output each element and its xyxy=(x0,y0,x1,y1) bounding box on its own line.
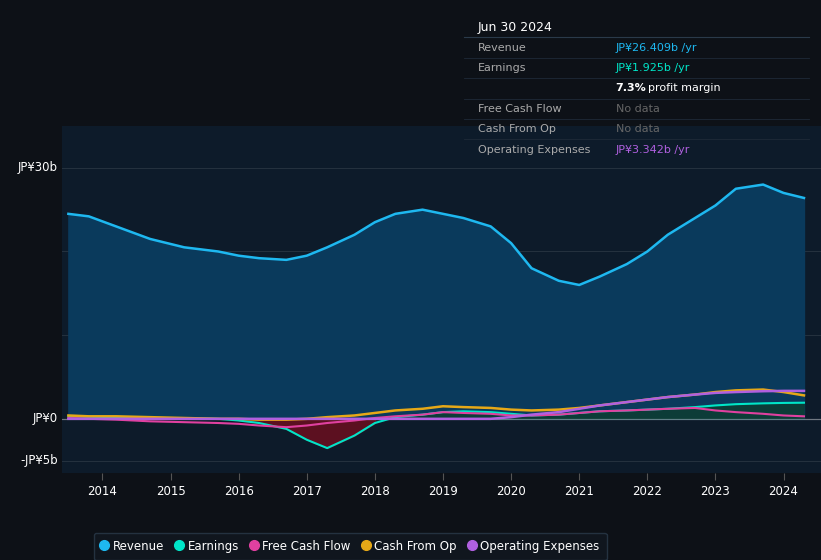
Legend: Revenue, Earnings, Free Cash Flow, Cash From Op, Operating Expenses: Revenue, Earnings, Free Cash Flow, Cash … xyxy=(94,533,607,560)
Text: JP¥1.925b /yr: JP¥1.925b /yr xyxy=(616,63,690,73)
Text: No data: No data xyxy=(616,124,659,134)
Text: Jun 30 2024: Jun 30 2024 xyxy=(478,21,553,34)
Text: JP¥26.409b /yr: JP¥26.409b /yr xyxy=(616,43,697,53)
Text: Free Cash Flow: Free Cash Flow xyxy=(478,104,562,114)
Text: No data: No data xyxy=(616,104,659,114)
Text: JP¥30b: JP¥30b xyxy=(18,161,57,174)
Text: 7.3%: 7.3% xyxy=(616,83,646,94)
Text: Earnings: Earnings xyxy=(478,63,526,73)
Text: -JP¥5b: -JP¥5b xyxy=(21,454,57,467)
Text: profit margin: profit margin xyxy=(649,83,721,94)
Text: Cash From Op: Cash From Op xyxy=(478,124,556,134)
Text: JP¥3.342b /yr: JP¥3.342b /yr xyxy=(616,144,690,155)
Text: Revenue: Revenue xyxy=(478,43,526,53)
Text: JP¥0: JP¥0 xyxy=(33,412,57,425)
Text: Operating Expenses: Operating Expenses xyxy=(478,144,590,155)
